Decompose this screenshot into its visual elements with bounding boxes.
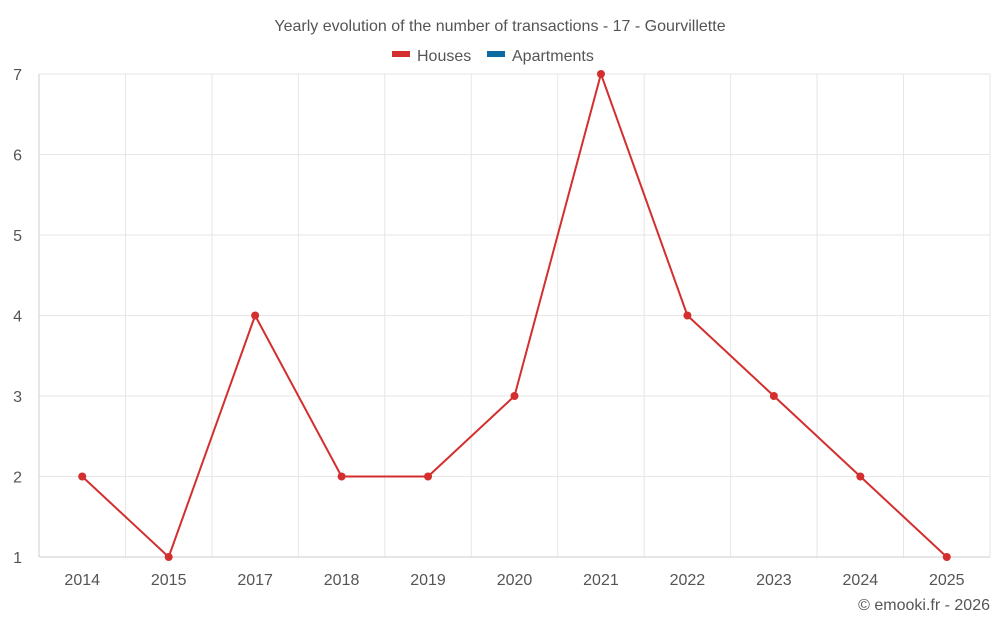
- legend-item-houses[interactable]: Houses: [392, 48, 471, 65]
- data-point-houses-2022[interactable]: [683, 312, 691, 320]
- chart-title: Yearly evolution of the number of transa…: [274, 18, 725, 35]
- legend-swatch-apartments: [487, 51, 505, 57]
- data-point-houses-2020[interactable]: [511, 392, 519, 400]
- data-point-houses-2015[interactable]: [165, 553, 173, 561]
- y-tick-label: 4: [13, 309, 22, 326]
- data-point-houses-2025[interactable]: [943, 553, 951, 561]
- data-point-houses-2024[interactable]: [856, 473, 864, 481]
- y-axis-ticks: 1 2 3 4 5 6 7: [13, 67, 22, 567]
- x-tick-label: 2021: [583, 572, 619, 589]
- data-point-houses-2019[interactable]: [424, 473, 432, 481]
- gridlines: [39, 74, 990, 557]
- data-point-houses-2018[interactable]: [338, 473, 346, 481]
- credit-text: © emooki.fr - 2026: [858, 597, 990, 614]
- x-tick-label: 2015: [151, 572, 187, 589]
- x-tick-label: 2022: [670, 572, 706, 589]
- x-tick-label: 2020: [497, 572, 533, 589]
- x-tick-label: 2025: [929, 572, 965, 589]
- y-tick-label: 3: [13, 389, 22, 406]
- x-tick-label: 2017: [237, 572, 273, 589]
- legend: Houses Apartments: [392, 48, 594, 65]
- x-axis-ticks: 2014 2015 2017 2018 2019 2020 2021 2022 2023 2024…: [64, 572, 964, 589]
- y-tick-label: 5: [13, 228, 22, 245]
- legend-swatch-houses: [392, 51, 410, 57]
- x-tick-label: 2014: [64, 572, 100, 589]
- x-tick-label: 2024: [843, 572, 879, 589]
- x-tick-label: 2019: [410, 572, 446, 589]
- legend-label-houses: Houses: [417, 48, 471, 65]
- legend-label-apartments: Apartments: [512, 48, 594, 65]
- x-tick-label: 2018: [324, 572, 360, 589]
- data-point-houses-2023[interactable]: [770, 392, 778, 400]
- data-point-houses-2014[interactable]: [78, 473, 86, 481]
- legend-item-apartments[interactable]: Apartments: [487, 48, 594, 65]
- y-tick-label: 1: [13, 550, 22, 567]
- y-tick-label: 6: [13, 148, 22, 165]
- y-tick-label: 7: [13, 67, 22, 84]
- y-tick-label: 2: [13, 470, 22, 487]
- data-point-houses-2017[interactable]: [251, 312, 259, 320]
- data-point-houses-2021[interactable]: [597, 70, 605, 78]
- x-tick-label: 2023: [756, 572, 792, 589]
